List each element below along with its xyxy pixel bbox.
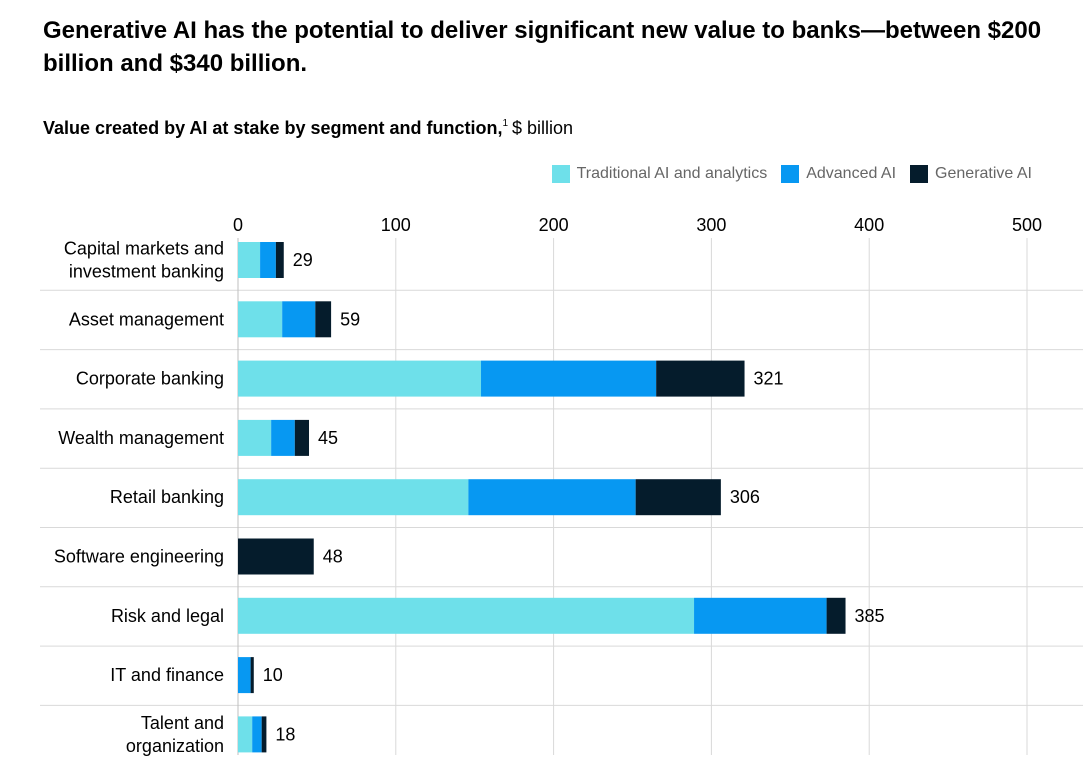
bar-segment-generative xyxy=(238,538,314,575)
bar-segment-generative xyxy=(635,479,721,516)
category-label: Talent and xyxy=(141,713,224,733)
category-label: Capital markets and xyxy=(64,239,224,259)
total-label: 321 xyxy=(754,369,784,389)
bar-segment-advanced xyxy=(271,419,295,456)
total-label: 29 xyxy=(293,250,313,270)
bar-segment-generative xyxy=(275,242,284,278)
total-label: 48 xyxy=(323,547,343,567)
bar-segment-traditional xyxy=(238,242,261,278)
chart-title: Generative AI has the potential to deliv… xyxy=(43,17,1042,77)
bar-segment-generative xyxy=(315,301,332,338)
total-label: 18 xyxy=(275,724,295,744)
category-label: Retail banking xyxy=(110,487,224,507)
legend-label-traditional: Traditional AI and analytics xyxy=(576,165,768,182)
bar-segment-advanced xyxy=(694,597,827,634)
legend-label-generative: Generative AI xyxy=(935,165,1032,182)
bar-segment-traditional xyxy=(238,360,482,397)
legend-swatch-advanced xyxy=(781,165,800,183)
bar-segment-generative xyxy=(656,360,745,397)
chart-subtitle: Value created by AI at stake by segment … xyxy=(43,116,573,140)
x-tick-label-500: 500 xyxy=(1012,215,1042,235)
bar-segment-traditional xyxy=(238,419,272,456)
x-tick-label-200: 200 xyxy=(539,215,569,235)
bar-segment-traditional xyxy=(238,716,253,753)
x-tick-label-300: 300 xyxy=(696,215,726,235)
bar-segment-generative xyxy=(826,597,846,634)
legend-label-advanced: Advanced AI xyxy=(806,165,897,182)
legend-item-advanced: Advanced AI xyxy=(781,165,896,183)
category-label: Corporate banking xyxy=(76,369,224,389)
bar-segment-advanced xyxy=(238,657,251,694)
legend-swatch-generative xyxy=(910,165,929,183)
x-tick-label-100: 100 xyxy=(381,215,411,235)
category-label: IT and finance xyxy=(110,665,224,685)
category-label: organization xyxy=(126,736,224,756)
bar-segment-advanced xyxy=(282,301,316,338)
unit-label: $ billion xyxy=(512,118,574,138)
bar-segment-advanced xyxy=(481,360,657,397)
x-tick-label-400: 400 xyxy=(854,215,884,235)
category-label: Asset management xyxy=(69,309,224,329)
subtitle-text: Value created by AI at stake by segment … xyxy=(43,118,503,138)
bar-segment-generative xyxy=(261,716,267,753)
total-label: 385 xyxy=(855,606,885,626)
category-label: Wealth management xyxy=(58,428,224,448)
bar-segment-traditional xyxy=(238,479,469,516)
legend-item-traditional: Traditional AI and analytics xyxy=(551,165,768,183)
total-label: 10 xyxy=(263,665,283,685)
bar-segment-advanced xyxy=(260,242,276,278)
legend: Traditional AI and analytics Advanced AI… xyxy=(538,165,1032,183)
bar-segment-advanced xyxy=(252,716,262,753)
total-label: 45 xyxy=(318,428,338,448)
legend-item-generative: Generative AI xyxy=(910,165,1032,183)
bar-segment-traditional xyxy=(238,597,695,634)
category-label: Software engineering xyxy=(54,547,224,567)
x-tick-label-0: 0 xyxy=(233,215,243,235)
legend-swatch-traditional xyxy=(551,165,570,183)
category-label: investment banking xyxy=(69,262,224,282)
total-label: 59 xyxy=(340,309,360,329)
footnote-marker: 1 xyxy=(502,118,509,129)
bar-segment-traditional xyxy=(238,301,283,338)
bar-segment-generative xyxy=(250,657,254,694)
bar-segment-advanced xyxy=(468,479,636,516)
total-label: 306 xyxy=(730,487,760,507)
category-label: Risk and legal xyxy=(111,606,224,626)
bar-segment-generative xyxy=(294,419,310,456)
